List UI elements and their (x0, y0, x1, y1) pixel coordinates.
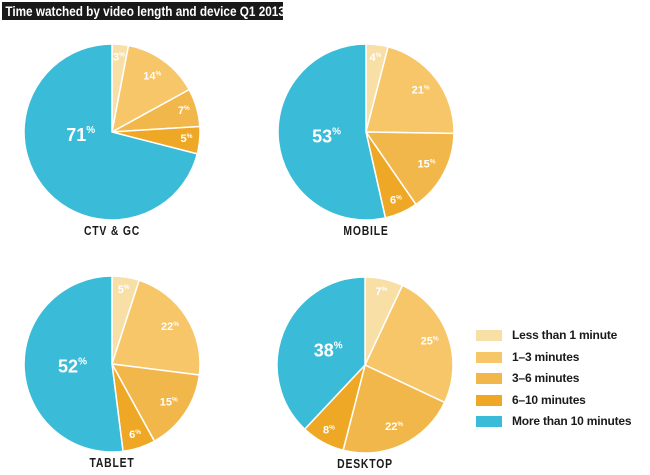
slice-value-label: 38% (314, 340, 343, 361)
pie-svg: 7% 25% 22% 8% 38% (276, 276, 454, 454)
device-label-desktop: DESKTOP (337, 456, 393, 471)
slice-value-label: 15% (417, 158, 435, 171)
legend-swatch (476, 394, 502, 406)
device-label-mobile: MOBILE (343, 223, 389, 238)
legend-item-0: Less than 1 minute (476, 328, 631, 342)
legend-label: 6–10 minutes (512, 392, 586, 407)
pie-slice-more-than-10-minutes (23, 43, 198, 221)
pie-slice-1-3-minutes (111, 44, 190, 133)
pie-chart-desktop: 7% 25% 22% 8% 38% DESKTOP (273, 273, 457, 475)
legend-swatch (476, 416, 502, 427)
pie-slice-3-6-minutes (365, 131, 455, 206)
slice-value-label: 7% (375, 286, 387, 299)
slice-value-label: 8% (323, 424, 335, 437)
device-label-ctv-gc: CTV & GC (83, 223, 141, 238)
slice-value-label: 22% (161, 321, 179, 334)
pie-svg: 5% 22% 15% 6% 52% (23, 275, 201, 453)
pie-chart-ctv-gc: 3% 14% 7% 5% 71% CTV & GC (20, 40, 204, 245)
legend-item-1: 1–3 minutes (476, 349, 631, 364)
page-title: Time watched by video length and device … (5, 3, 285, 19)
pie-svg: 3% 14% 7% 5% 71% (23, 43, 201, 221)
pie-slice-1-3-minutes (364, 284, 454, 404)
slice-value-label: 4% (370, 51, 382, 64)
legend-label: 3–6 minutes (512, 371, 580, 385)
legend-label: More than 10 minutes (512, 414, 632, 428)
slice-value-label: 7% (178, 105, 190, 118)
title-bar: Time watched by video length and device … (2, 2, 285, 20)
legend-label: 1–3 minutes (512, 349, 580, 364)
slice-value-label: 6% (390, 194, 402, 207)
pie-slice-1-3-minutes (365, 46, 455, 135)
legend-item-2: 3–6 minutes (476, 371, 631, 385)
legend-item-4: More than 10 minutes (476, 414, 632, 428)
legend-item-3: 6–10 minutes (476, 392, 631, 407)
slice-value-label: 25% (421, 335, 439, 348)
slice-value-label: 14% (143, 70, 161, 83)
legend-swatch (476, 351, 502, 363)
pie-chart-tablet: 5% 22% 15% 6% 52% TABLET (20, 272, 204, 475)
slice-value-label: 71% (66, 124, 95, 144)
pie-slice-more-than-10-minutes (276, 276, 366, 430)
slice-value-label: 21% (412, 84, 430, 97)
pie-slice-3-6-minutes (342, 364, 446, 454)
legend-swatch (476, 373, 502, 384)
slice-value-label: 22% (385, 421, 403, 434)
pie-chart-mobile: 4% 21% 15% 6% 53% MOBILE (274, 40, 458, 245)
legend: Less than 1 minute 1–3 minutes 3–6 minutes… (476, 328, 632, 438)
pie-slice-more-than-10-minutes (23, 275, 124, 453)
slice-value-label: 52% (58, 356, 87, 377)
pie-svg: 4% 21% 15% 6% 53% (277, 43, 455, 221)
slice-value-label: 5% (118, 284, 130, 297)
device-label-tablet: TABLET (89, 455, 135, 470)
legend-swatch (476, 330, 502, 341)
pie-slice-1-3-minutes (111, 279, 201, 376)
pie-slice-more-than-10-minutes (277, 43, 387, 221)
legend-label: Less than 1 minute (512, 328, 618, 342)
pie-slice-3-6-minutes (111, 363, 201, 442)
slice-value-label: 15% (160, 396, 178, 409)
slice-value-label: 6% (129, 429, 141, 442)
slice-value-label: 53% (312, 126, 341, 146)
slice-value-label: 5% (181, 133, 193, 146)
slice-value-label: 3% (113, 51, 125, 64)
